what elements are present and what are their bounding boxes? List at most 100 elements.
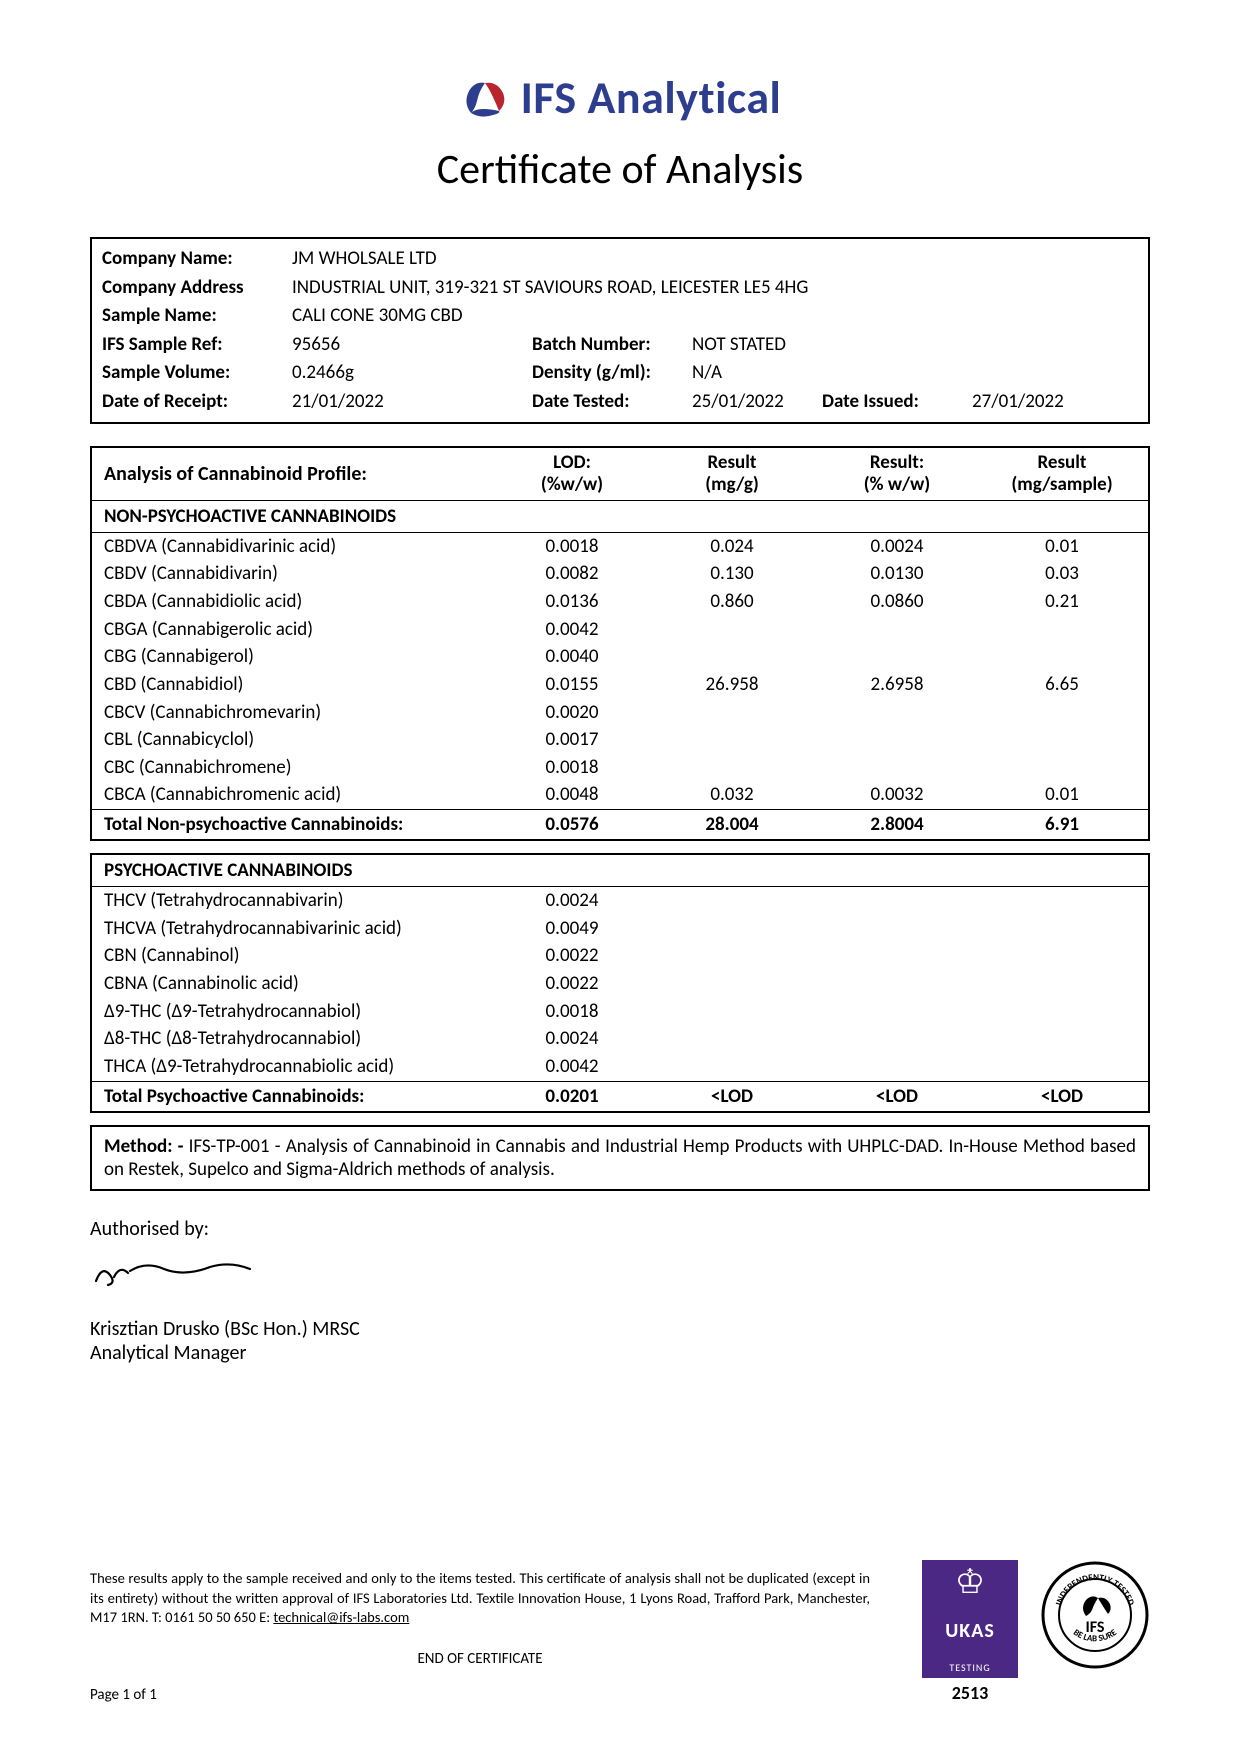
auth-name: Krisztian Drusko (BSc Hon.) MRSC — [90, 1317, 1150, 1341]
row-r1: 0.024 — [652, 534, 812, 560]
psy-total-lod: 0.0201 — [492, 1085, 652, 1108]
psy-total-row: Total Psychoactive Cannabinoids: 0.0201 … — [92, 1081, 1148, 1111]
crown-icon: ♔ — [955, 1566, 985, 1600]
r1-header-bot: (mg/g) — [705, 474, 759, 496]
signature-icon — [90, 1251, 1150, 1301]
nonpsy-total-row: Total Non-psychoactive Cannabinoids: 0.0… — [92, 809, 1148, 839]
row-r3: 0.01 — [982, 534, 1142, 560]
row-r2: 2.6958 — [812, 672, 982, 698]
method-box: Method: - IFS-TP-001 - Analysis of Canna… — [90, 1125, 1150, 1191]
row-r1 — [652, 1054, 812, 1080]
row-name: THCV (Tetrahydrocannabivarin) — [92, 888, 492, 914]
row-name: CBGA (Cannabigerolic acid) — [92, 617, 492, 643]
psy-table: PSYCHOACTIVE CANNABINOIDS THCV (Tetrahyd… — [90, 853, 1150, 1112]
table-row: CBN (Cannabinol)0.0022 — [92, 942, 1148, 970]
row-lod: 0.0018 — [492, 534, 652, 560]
company-name-value: JM WHOLSALE LTD — [292, 245, 437, 274]
row-name: CBN (Cannabinol) — [92, 943, 492, 969]
auth-role: Analytical Manager — [90, 1341, 1150, 1365]
company-name-label: Company Name: — [102, 245, 292, 274]
batch-label: Batch Number: — [532, 331, 692, 360]
row-r1 — [652, 943, 812, 969]
row-lod: 0.0024 — [492, 888, 652, 914]
row-lod: 0.0018 — [492, 999, 652, 1025]
r3-header-top: Result — [1037, 452, 1086, 474]
authorisation-block: Authorised by: Krisztian Drusko (BSc Hon… — [90, 1217, 1150, 1365]
table-row: CBD (Cannabidiol)0.015526.9582.69586.65 — [92, 671, 1148, 699]
r1-header-top: Result — [707, 452, 756, 474]
nonpsy-total-lod: 0.0576 — [492, 813, 652, 836]
table-row: CBDA (Cannabidiolic acid)0.01360.8600.08… — [92, 588, 1148, 616]
row-r2: 0.0032 — [812, 782, 982, 808]
row-r1 — [652, 755, 812, 781]
row-r1 — [652, 700, 812, 726]
lod-header-top: LOD: — [553, 452, 591, 474]
tested-label: Date Tested: — [532, 388, 692, 417]
seal-mid-text: IFS — [1086, 1618, 1105, 1637]
r2-header-bot: (% w/w) — [864, 474, 930, 496]
table-row: CBDVA (Cannabidivarinic acid)0.00180.024… — [92, 533, 1148, 561]
row-name: CBDA (Cannabidiolic acid) — [92, 589, 492, 615]
ukas-sublabel: TESTING — [949, 1661, 990, 1674]
table-row: CBL (Cannabicyclol)0.0017 — [92, 726, 1148, 754]
footer-email-link[interactable]: technical@ifs-labs.com — [273, 1608, 409, 1626]
sample-ref-label: IFS Sample Ref: — [102, 331, 292, 360]
table-row: CBCA (Cannabichromenic acid)0.00480.0320… — [92, 781, 1148, 809]
table-row: CBDV (Cannabidivarin)0.00820.1300.01300.… — [92, 560, 1148, 588]
row-name: Δ8-THC (Δ8-Tetrahydrocannabiol) — [92, 1026, 492, 1052]
row-name: THCA (Δ9-Tetrahydrocannabiolic acid) — [92, 1054, 492, 1080]
sample-name-label: Sample Name: — [102, 302, 292, 331]
density-label: Density (g/ml): — [532, 359, 692, 388]
psy-total-r3: <LOD — [982, 1085, 1142, 1108]
ifs-seal-icon: INDEPENDENTLY TESTED BE LAB SURE IFS — [1040, 1560, 1150, 1670]
row-name: CBCA (Cannabichromenic acid) — [92, 782, 492, 808]
table-row: Δ9-THC (Δ9-Tetrahydrocannabiol)0.0018 — [92, 998, 1148, 1026]
nonpsy-total-r3: 6.91 — [982, 813, 1142, 836]
issued-label: Date Issued: — [822, 388, 972, 417]
density-value: N/A — [692, 359, 722, 388]
row-r2: 0.0024 — [812, 534, 982, 560]
method-text: IFS-TP-001 - Analysis of Cannabinoid in … — [104, 1135, 1136, 1181]
row-lod: 0.0049 — [492, 916, 652, 942]
analysis-title: Analysis of Cannabinoid Profile: — [92, 452, 492, 496]
tested-value: 25/01/2022 — [692, 388, 822, 417]
psy-total-name: Total Psychoactive Cannabinoids: — [92, 1085, 492, 1108]
row-name: THCVA (Tetrahydrocannabivarinic acid) — [92, 916, 492, 942]
sample-ref-value: 95656 — [292, 331, 532, 360]
row-lod: 0.0024 — [492, 1026, 652, 1052]
sample-info-box: Company Name: JM WHOLSALE LTD Company Ad… — [90, 237, 1150, 424]
logo-header: IFS Analytical — [90, 70, 1150, 126]
psy-total-r1: <LOD — [652, 1085, 812, 1108]
batch-value: NOT STATED — [692, 331, 786, 360]
row-r1 — [652, 916, 812, 942]
row-r1 — [652, 971, 812, 997]
row-lod: 0.0017 — [492, 727, 652, 753]
nonpsy-total-name: Total Non-psychoactive Cannabinoids: — [92, 813, 492, 836]
nonpsy-total-r2: 2.8004 — [812, 813, 982, 836]
row-lod: 0.0136 — [492, 589, 652, 615]
row-lod: 0.0042 — [492, 1054, 652, 1080]
row-name: CBG (Cannabigerol) — [92, 644, 492, 670]
row-r1 — [652, 888, 812, 914]
row-r2: 0.0860 — [812, 589, 982, 615]
row-r1: 0.032 — [652, 782, 812, 808]
row-r1: 0.860 — [652, 589, 812, 615]
row-r2: 0.0130 — [812, 561, 982, 587]
row-lod: 0.0048 — [492, 782, 652, 808]
row-name: Δ9-THC (Δ9-Tetrahydrocannabiol) — [92, 999, 492, 1025]
sample-name-value: CALI CONE 30MG CBD — [292, 302, 463, 331]
certificate-title: Certificate of Analysis — [90, 144, 1150, 195]
table-row: CBGA (Cannabigerolic acid)0.0042 — [92, 616, 1148, 644]
row-r1 — [652, 727, 812, 753]
nonpsy-subheader: NON-PSYCHOACTIVE CANNABINOIDS — [92, 501, 1148, 533]
row-r3: 0.03 — [982, 561, 1142, 587]
row-lod: 0.0018 — [492, 755, 652, 781]
row-r1: 26.958 — [652, 672, 812, 698]
table-row: THCVA (Tetrahydrocannabivarinic acid)0.0… — [92, 915, 1148, 943]
psy-subheader: PSYCHOACTIVE CANNABINOIDS — [92, 855, 1148, 887]
sample-vol-label: Sample Volume: — [102, 359, 292, 388]
row-r3: 0.21 — [982, 589, 1142, 615]
row-name: CBNA (Cannabinolic acid) — [92, 971, 492, 997]
row-lod: 0.0082 — [492, 561, 652, 587]
row-lod: 0.0022 — [492, 943, 652, 969]
